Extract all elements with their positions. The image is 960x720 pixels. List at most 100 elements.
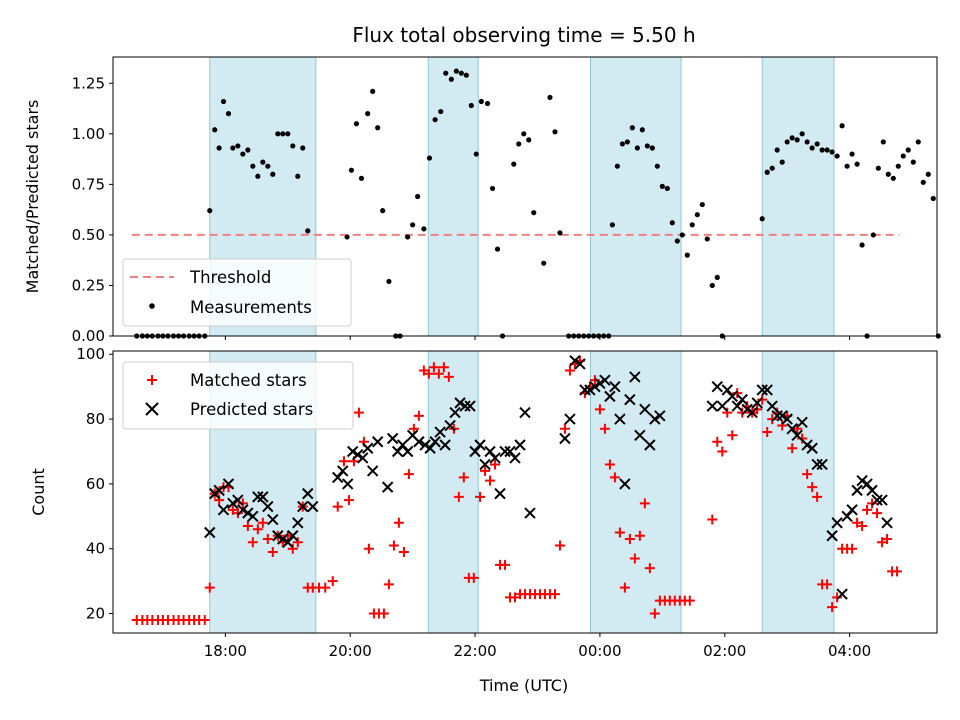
y-tick-label: 0.75 <box>72 175 105 193</box>
predicted-star-point <box>494 487 506 500</box>
x-tick-label: 22:00 <box>453 642 496 660</box>
measurement-point <box>511 161 517 167</box>
matched-star-point <box>413 410 424 421</box>
matched-star-point <box>475 491 486 502</box>
predicted-star-point <box>434 426 446 438</box>
predicted-star-point <box>489 452 501 464</box>
matched-star-point <box>649 608 660 619</box>
predicted-star-point <box>796 416 808 429</box>
legend-predicted-swatch <box>145 402 159 416</box>
predicted-star-point <box>277 533 289 545</box>
measurement-point <box>353 121 360 127</box>
matched-star-point <box>247 537 258 548</box>
predicted-star-point <box>469 445 481 458</box>
predicted-star-point <box>634 429 646 441</box>
measurement-point <box>664 185 670 192</box>
predicted-star-point <box>347 445 359 458</box>
measurement-points <box>134 68 941 339</box>
predicted-star-point <box>559 432 571 445</box>
matched-star-point <box>559 423 570 434</box>
x-axis-label: Time (UTC) <box>479 676 568 695</box>
measurement-point <box>380 208 386 214</box>
predicted-star-point <box>307 500 319 513</box>
predicted-star-point <box>856 474 868 487</box>
predicted-star-point <box>826 530 838 542</box>
predicted-star-point <box>594 377 606 390</box>
matched-star-point <box>204 582 215 593</box>
matched-star-point <box>737 407 748 418</box>
predicted-star-point <box>361 442 374 454</box>
matched-star-point <box>624 534 635 544</box>
measurement-point <box>709 282 715 289</box>
measurement-point <box>859 242 865 248</box>
matched-star-point <box>777 420 788 431</box>
predicted-star-point <box>459 400 471 412</box>
predicted-star-point <box>474 439 486 451</box>
predicted-star-point <box>711 380 723 393</box>
matched-star-point <box>480 465 491 476</box>
predicted-star-point <box>639 403 651 416</box>
measurement-point <box>849 151 855 157</box>
matched-star-point <box>712 436 723 447</box>
predicted-star-point <box>731 400 743 412</box>
matched-star-point <box>443 371 454 382</box>
measurement-point <box>764 169 770 175</box>
measurement-point <box>463 72 469 78</box>
matched-star-point <box>629 553 640 564</box>
measurement-point <box>714 274 720 280</box>
matched-star-point <box>363 543 374 554</box>
measurement-point <box>895 163 901 169</box>
predicted-star-point <box>619 478 631 490</box>
measurement-point <box>930 195 936 202</box>
matched-star-points <box>131 355 903 626</box>
predicted-star-point <box>342 478 354 490</box>
measurement-point <box>875 165 881 171</box>
measurement-point <box>557 230 563 236</box>
measurement-point <box>478 98 484 105</box>
predicted-star-point <box>464 400 476 412</box>
predicted-star-point <box>222 478 235 490</box>
matched-star-point <box>604 459 615 470</box>
measurement-point <box>521 131 527 137</box>
matched-star-point <box>634 530 645 541</box>
measurement-point <box>405 234 411 240</box>
predicted-star-point <box>881 517 893 529</box>
measurement-point <box>448 76 454 82</box>
measurement-point <box>225 111 232 117</box>
matched-star-point <box>242 521 253 532</box>
measurement-point <box>689 222 695 228</box>
measurement-point <box>250 163 256 169</box>
measurement-point <box>443 70 449 76</box>
y-tick-label: 1.25 <box>72 74 105 92</box>
predicted-star-point <box>806 442 818 454</box>
predicted-star-point <box>574 358 586 370</box>
measurement-point <box>779 159 785 165</box>
predicted-star-point <box>644 439 656 451</box>
matched-star-point <box>388 540 399 551</box>
measurement-point <box>531 210 537 216</box>
measurement-point <box>484 100 491 107</box>
matched-star-point <box>549 589 560 600</box>
legend-measurements-label: Measurements <box>190 298 312 317</box>
measurement-point <box>674 238 680 244</box>
measurement-point <box>819 147 825 153</box>
measurement-point <box>910 159 916 165</box>
measurement-point <box>432 117 438 123</box>
bottom-axes-frame <box>112 350 938 634</box>
measurement-point <box>473 151 479 157</box>
predicted-star-point <box>262 500 274 513</box>
matched-star-point <box>490 459 501 470</box>
measurement-point <box>784 139 790 145</box>
predicted-star-point <box>786 423 798 435</box>
matched-star-point <box>199 615 210 626</box>
y-tick-label: 100 <box>76 345 105 363</box>
measurement-point <box>270 171 276 177</box>
y-tick-label: 60 <box>86 475 105 493</box>
predicted-star-point <box>569 355 581 367</box>
observing-interval <box>427 56 479 337</box>
measurement-point <box>870 232 876 238</box>
predicted-star-point <box>746 406 758 419</box>
matched-star-point <box>872 508 883 519</box>
predicted-star-point <box>381 481 394 493</box>
matched-star-point <box>403 469 414 480</box>
